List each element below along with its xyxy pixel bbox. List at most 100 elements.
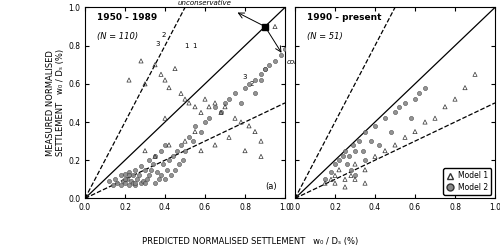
Point	[117, 183, 125, 187]
Point	[351, 162, 359, 166]
Point	[137, 181, 145, 185]
Point	[361, 181, 369, 185]
Point	[471, 72, 479, 76]
Point	[205, 116, 213, 120]
Point	[407, 116, 415, 120]
Point	[331, 174, 339, 178]
Point	[327, 177, 335, 181]
Point	[221, 101, 229, 105]
Point	[371, 155, 379, 158]
Point	[341, 177, 349, 181]
Point	[347, 168, 355, 172]
Point	[257, 78, 265, 82]
Point	[375, 143, 383, 147]
Point	[109, 183, 117, 187]
Point	[129, 181, 137, 185]
Point	[371, 124, 379, 128]
Point	[125, 78, 133, 82]
Text: 1990 - present: 1990 - present	[307, 13, 382, 22]
Point	[359, 149, 367, 153]
Point	[125, 170, 133, 174]
Point	[415, 92, 423, 95]
Point	[245, 82, 253, 86]
Point	[217, 111, 225, 115]
Point	[161, 143, 169, 147]
Point	[141, 181, 149, 185]
Text: 2: 2	[250, 81, 254, 87]
Point	[351, 177, 359, 181]
Text: conservative: conservative	[287, 59, 332, 65]
Point	[265, 63, 273, 67]
Point	[231, 116, 239, 120]
Point	[165, 86, 173, 90]
Point	[135, 174, 143, 178]
Point	[361, 168, 369, 172]
Point	[149, 162, 157, 166]
Point	[157, 174, 165, 178]
Text: 1950 - 1989: 1950 - 1989	[97, 13, 157, 22]
Point	[121, 177, 129, 181]
Point	[381, 149, 389, 153]
Point	[173, 149, 181, 153]
Point	[151, 63, 159, 67]
Point	[441, 105, 449, 109]
Point	[387, 130, 395, 134]
Point	[141, 168, 149, 172]
Point	[321, 177, 329, 181]
Point	[155, 177, 163, 181]
Point	[421, 120, 429, 124]
Point	[335, 168, 343, 172]
Point	[271, 59, 279, 63]
Point	[151, 181, 159, 185]
Point	[159, 162, 167, 166]
Point	[395, 105, 403, 109]
Point	[161, 78, 169, 82]
Point	[421, 86, 429, 90]
Point	[211, 105, 219, 109]
Text: (b): (b)	[475, 182, 487, 191]
Point	[331, 162, 339, 166]
Point	[245, 124, 253, 128]
Point	[351, 149, 359, 153]
Point	[123, 177, 131, 181]
Point	[175, 162, 183, 166]
Point	[131, 183, 139, 187]
Point	[191, 124, 199, 128]
Point	[161, 116, 169, 120]
Point	[327, 170, 335, 174]
Point	[381, 116, 389, 120]
Point	[221, 105, 229, 109]
Point	[277, 53, 285, 57]
Point	[237, 120, 245, 124]
Point	[225, 97, 233, 101]
Point	[137, 59, 145, 63]
Text: 1: 1	[192, 43, 196, 50]
Point	[347, 174, 355, 178]
Text: 2: 2	[162, 32, 166, 38]
Point	[145, 158, 153, 162]
Point	[257, 155, 265, 158]
Point	[189, 139, 197, 143]
Point	[127, 179, 135, 183]
Text: 3: 3	[156, 41, 160, 47]
Point	[251, 92, 259, 95]
Point	[151, 155, 159, 158]
Point	[179, 158, 187, 162]
Point	[241, 86, 249, 90]
Point	[141, 82, 149, 86]
Point	[361, 158, 369, 162]
Point	[191, 130, 199, 134]
Point	[343, 162, 351, 166]
Point	[113, 181, 121, 185]
Point	[355, 139, 363, 143]
Point	[217, 111, 225, 115]
Point	[339, 155, 347, 158]
Y-axis label: MEASURED NORMALISED
SETTLEMENT   w₀ / Dₛ (%): MEASURED NORMALISED SETTLEMENT w₀ / Dₛ (…	[46, 49, 65, 156]
Point	[181, 149, 189, 153]
Point	[129, 174, 137, 178]
Point	[451, 97, 459, 101]
Point	[145, 174, 153, 178]
Point	[271, 25, 279, 29]
Point	[261, 66, 269, 70]
Point	[105, 179, 113, 183]
